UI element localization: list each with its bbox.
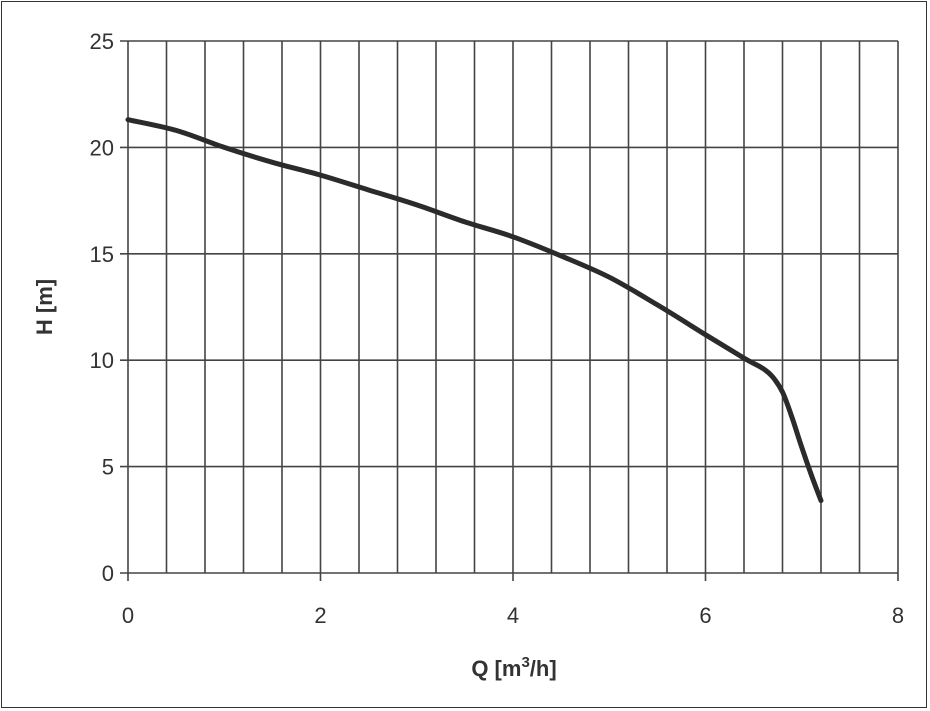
x-tick-label: 4 <box>507 603 519 628</box>
y-tick-label: 10 <box>90 348 114 373</box>
x-axis-label-tail: /h] <box>530 656 557 681</box>
y-tick-label: 5 <box>102 455 114 480</box>
x-tick-label: 2 <box>314 603 326 628</box>
y-axis-label: H [m] <box>32 279 57 335</box>
y-tick-label: 0 <box>102 561 114 586</box>
x-tick-label: 0 <box>122 603 134 628</box>
x-tick-label: 6 <box>699 603 711 628</box>
x-tick-label: 8 <box>892 603 904 628</box>
x-axis-label: Q [m3/h] <box>471 654 556 681</box>
performance-curve <box>125 117 824 504</box>
y-tick-label: 20 <box>90 135 114 160</box>
y-tick-labels: 0 5 10 15 20 25 <box>90 29 114 586</box>
y-tick-label: 25 <box>90 29 114 54</box>
x-axis-label-sup: 3 <box>521 654 529 671</box>
y-tick-label: 15 <box>90 242 114 267</box>
x-axis-label-main: Q [m <box>471 656 521 681</box>
grid-lines <box>120 40 899 581</box>
x-tick-labels: 0 2 4 6 8 <box>122 603 904 628</box>
